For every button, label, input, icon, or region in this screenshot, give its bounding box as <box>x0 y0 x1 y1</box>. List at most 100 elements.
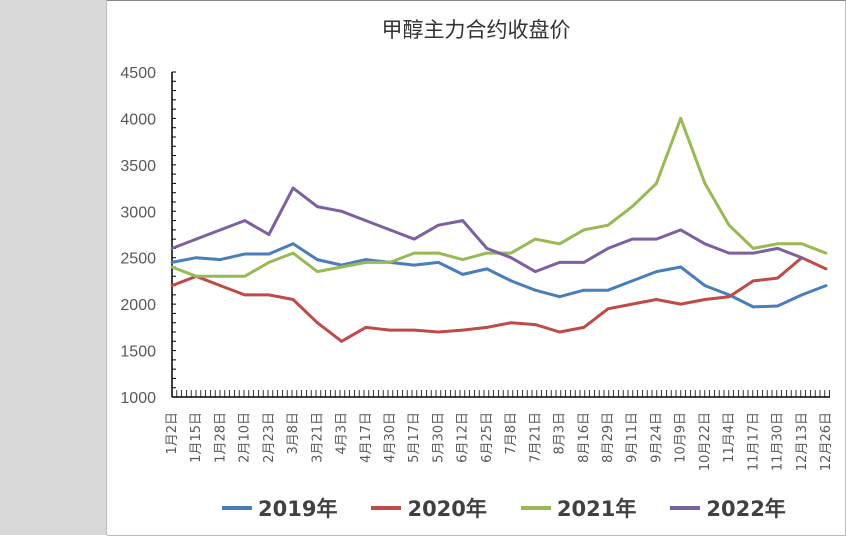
legend-label: 2020年 <box>407 497 487 521</box>
data-point <box>219 228 222 232</box>
data-point <box>824 251 828 255</box>
data-point <box>340 339 343 343</box>
data-point <box>727 295 731 299</box>
data-point <box>582 228 586 232</box>
x-tick-label: 7月8日 <box>504 412 519 455</box>
x-tick-label: 4月3日 <box>335 412 350 455</box>
data-point <box>800 256 804 260</box>
data-point <box>606 288 610 292</box>
data-point <box>170 247 174 250</box>
legend-label: 2022年 <box>706 497 786 521</box>
data-point <box>291 242 295 246</box>
x-tick-label: 10月22日 <box>698 412 713 471</box>
data-point <box>315 205 319 209</box>
data-point <box>509 256 513 260</box>
data-point <box>606 223 610 227</box>
side-panel <box>0 0 107 535</box>
data-point <box>388 260 392 264</box>
data-point <box>388 328 392 332</box>
x-tick-label: 4月30日 <box>383 412 398 463</box>
data-point <box>582 325 586 329</box>
data-point <box>315 270 319 274</box>
data-point <box>679 265 683 269</box>
x-tick-label: 6月25日 <box>480 412 495 463</box>
data-point <box>800 242 804 246</box>
data-point <box>533 288 537 292</box>
data-point <box>461 258 465 261</box>
data-point <box>509 321 513 325</box>
legend-label: 2021年 <box>556 497 637 521</box>
data-point <box>558 295 561 299</box>
data-point <box>485 325 489 329</box>
data-point <box>194 256 198 260</box>
x-tick-label: 7月21日 <box>528 412 543 463</box>
data-point <box>558 260 561 264</box>
data-point <box>388 228 392 232</box>
data-point <box>703 284 707 287</box>
data-point <box>170 284 174 287</box>
data-point <box>243 219 247 222</box>
x-tick-label: 1月15日 <box>189 412 204 463</box>
data-point <box>606 247 610 250</box>
data-point <box>533 323 537 326</box>
data-point <box>679 117 683 120</box>
data-point <box>533 270 537 274</box>
data-point <box>267 260 271 264</box>
data-point <box>655 237 658 241</box>
data-point <box>655 270 658 274</box>
data-point <box>776 247 779 250</box>
y-tick-label: 4500 <box>120 65 156 82</box>
data-point <box>437 260 440 264</box>
data-point <box>824 267 828 271</box>
data-point <box>243 252 247 256</box>
data-point <box>485 251 489 255</box>
data-point <box>364 258 368 261</box>
data-point <box>703 242 707 246</box>
chart-title: 甲醇主力合约收盘价 <box>381 18 571 42</box>
data-point <box>630 279 634 283</box>
x-tick-label: 3月21日 <box>310 412 325 463</box>
series-line-2020年 <box>171 256 827 343</box>
data-point <box>630 205 634 209</box>
x-tick-label: 9月24日 <box>649 412 664 463</box>
legend-swatch <box>520 506 551 510</box>
y-tick-label: 3000 <box>120 204 156 221</box>
data-point <box>461 219 465 222</box>
data-point <box>412 237 416 241</box>
data-point <box>582 260 586 264</box>
x-tick-label: 6月12日 <box>456 412 471 463</box>
data-point <box>340 209 343 213</box>
legend-item: 2019年 <box>222 493 337 523</box>
data-point <box>364 260 368 264</box>
x-tick-label: 2月10日 <box>238 412 253 463</box>
data-point <box>509 279 513 283</box>
data-point <box>412 263 416 267</box>
data-point <box>703 182 707 185</box>
legend-swatch <box>670 506 701 510</box>
data-point <box>315 258 319 261</box>
data-point <box>315 321 319 325</box>
data-point <box>364 325 368 329</box>
x-tick-label: 5月30日 <box>431 412 446 463</box>
x-tick-label: 8月16日 <box>577 412 592 463</box>
data-point <box>533 237 537 241</box>
data-point <box>558 330 561 334</box>
series-line-2019年 <box>171 242 827 309</box>
data-point <box>219 284 222 287</box>
x-tick-label: 11月17日 <box>746 412 761 471</box>
legend: 2019年 2020年 2021年 2022年 <box>222 493 786 523</box>
data-point <box>291 298 295 301</box>
x-tick-label: 5月17日 <box>407 412 422 463</box>
y-tick-label: 4000 <box>120 111 156 128</box>
data-point <box>437 251 440 255</box>
x-tick-label: 1月28日 <box>213 412 228 463</box>
data-point <box>485 267 489 271</box>
legend-swatch <box>371 506 402 510</box>
legend-item: 2021年 <box>520 493 637 523</box>
data-point <box>824 284 828 287</box>
data-point <box>243 293 247 297</box>
x-tick-label: 11月4日 <box>722 412 737 463</box>
data-point <box>170 265 174 269</box>
data-point <box>437 330 440 334</box>
y-tick-label: 2500 <box>120 251 156 268</box>
